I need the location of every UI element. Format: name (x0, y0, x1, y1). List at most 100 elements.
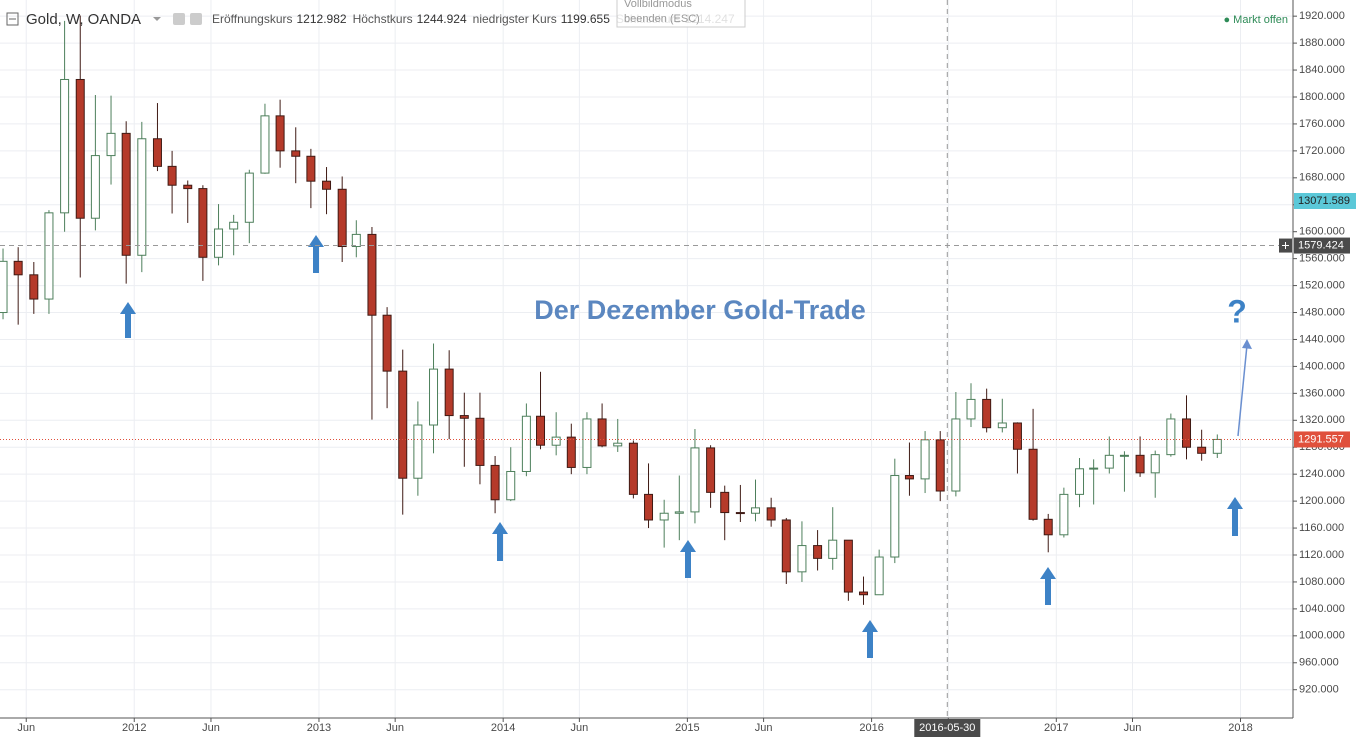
axes: 920.000 960.000 1000.000 1040.000 1080.000 11… (17, 10, 1345, 734)
y-tick-label: 1760.000 (1299, 118, 1345, 130)
dropdown-icon[interactable] (153, 17, 161, 21)
candle-body (521, 415, 531, 472)
arrows (120, 235, 1243, 658)
y-tick-label: 1600.000 (1299, 226, 1345, 238)
candle-body (874, 556, 884, 596)
candle-body (951, 418, 961, 492)
grid (0, 0, 1293, 718)
arrow (308, 235, 324, 273)
candle-body (659, 512, 669, 521)
candle-body (1028, 448, 1038, 520)
candle-body (920, 439, 930, 480)
candle-body (275, 115, 285, 152)
ohlc-name: Eröffnungskurs (212, 12, 293, 26)
candle-body (1135, 454, 1145, 474)
crosshair-plus-icon (1282, 242, 1289, 250)
x-tick-label: 2016 (859, 722, 883, 734)
collapse-icon[interactable] (6, 12, 19, 26)
candles (0, 15, 1222, 605)
candle-body (690, 447, 700, 513)
candle-body (1075, 468, 1085, 495)
candle-body (306, 155, 316, 182)
crosshair-y-tag (1294, 237, 1350, 254)
x-tick-label: Jun (202, 722, 220, 734)
y-tick-label: 1080.000 (1299, 576, 1345, 588)
candle-body (766, 507, 776, 521)
price-tag-label: 13071.589 (1298, 195, 1350, 207)
y-tick-label: 1520.000 (1299, 279, 1345, 291)
candle-body (229, 221, 239, 230)
candle-body (1119, 454, 1129, 457)
candle-body (566, 436, 576, 468)
y-tick-label: 920.000 (1299, 684, 1339, 696)
candle-body (781, 519, 791, 573)
ohlc-value: 1212.982 (297, 12, 347, 26)
candle-body (183, 184, 193, 190)
candle-body (628, 442, 638, 495)
y-tick-label: 1000.000 (1299, 630, 1345, 642)
ohlc-name: niedrigster Kurs (473, 12, 557, 26)
candle-body (751, 507, 761, 514)
candle-body (44, 212, 54, 300)
candle-body (1212, 438, 1222, 454)
x-tick-label: Jun (1124, 722, 1142, 734)
candle-body (214, 228, 224, 258)
y-tick-label: 1720.000 (1299, 145, 1345, 157)
candle-body (1166, 418, 1176, 456)
hide-icon[interactable] (190, 13, 202, 25)
last-price-label: 1291.557 (1298, 433, 1344, 445)
candle-body (260, 115, 270, 174)
candle-body (1104, 454, 1114, 469)
y-tick-label: 1400.000 (1299, 360, 1345, 372)
candle-body (597, 418, 607, 447)
candle-body (152, 138, 162, 167)
candle-body (1150, 454, 1160, 474)
candle-body (1043, 518, 1053, 536)
candle-body (735, 512, 745, 515)
candle-body (843, 539, 853, 593)
candle-body (982, 398, 992, 429)
settings-icon[interactable] (173, 13, 185, 25)
candle-body (198, 188, 208, 258)
y-tick-label: 1560.000 (1299, 253, 1345, 265)
candle-body (997, 422, 1007, 429)
tooltip-line: beenden (ESC) (624, 13, 700, 25)
candle-body (291, 150, 301, 157)
ohlc-value: 1244.924 (417, 12, 467, 26)
question-mark: ? (1227, 293, 1247, 329)
candle-body (244, 172, 254, 223)
candle-body (1089, 467, 1099, 470)
candle-body (506, 470, 516, 501)
candle-body (935, 439, 945, 492)
x-tick-label: 2015 (675, 722, 699, 734)
candle-body (644, 493, 654, 521)
candle-body (367, 233, 377, 316)
candle-body (613, 442, 623, 447)
candle-body (674, 511, 684, 514)
candle-body (582, 418, 592, 468)
y-tick-label: 1040.000 (1299, 603, 1345, 615)
x-tick-label: 2018 (1228, 722, 1252, 734)
candle-body (322, 180, 332, 190)
x-tick-label: 2012 (122, 722, 146, 734)
y-tick-label: 1160.000 (1299, 522, 1344, 534)
y-tick-label: 1200.000 (1299, 495, 1345, 507)
last-price-tag (1294, 431, 1350, 448)
candle-body (351, 233, 361, 248)
y-tick-label: 1480.000 (1299, 306, 1345, 318)
candle-body (75, 78, 85, 219)
candle-body (137, 138, 147, 256)
candle-body (29, 274, 39, 300)
candle-body (1059, 493, 1069, 536)
candle-body (106, 132, 116, 157)
symbol: Gold, W, OANDA (26, 11, 141, 28)
ohlc-name: Höchstkurs (353, 12, 413, 26)
arrow (492, 522, 508, 561)
x-tick-label: Jun (386, 722, 404, 734)
market-status: ● Markt offen (1223, 14, 1288, 26)
candle-body (828, 539, 838, 559)
candle-body (0, 260, 8, 314)
candle-body (797, 545, 807, 573)
y-tick-label: 1120.000 (1299, 549, 1344, 561)
candle-body (444, 368, 454, 417)
